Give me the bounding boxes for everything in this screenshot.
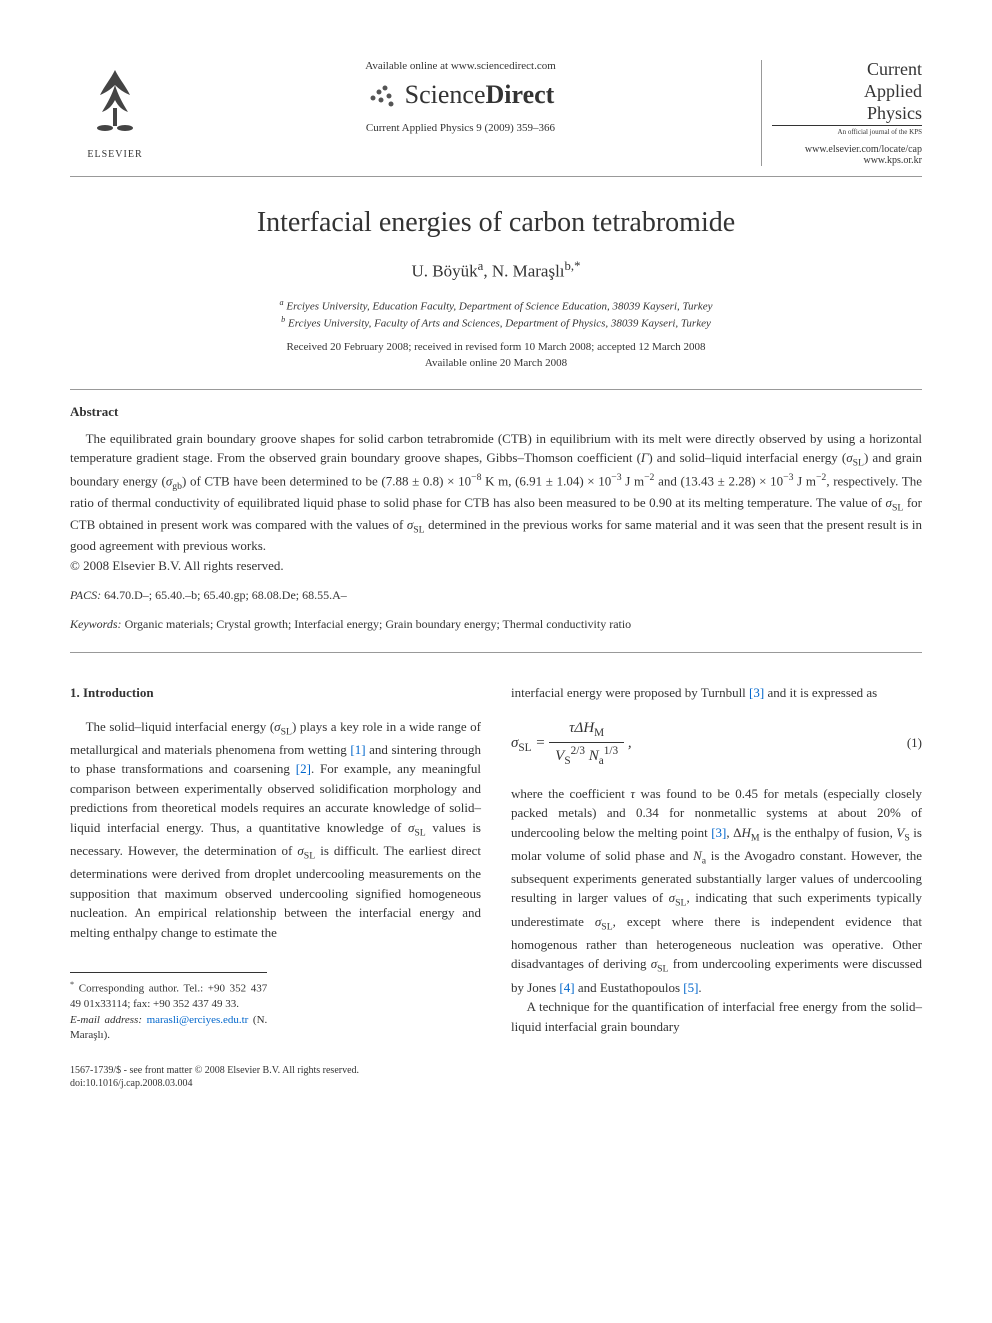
right-col-p1: interfacial energy were proposed by Turn… (511, 683, 922, 703)
journal-links: www.elsevier.com/locate/cap www.kps.or.k… (772, 144, 922, 166)
section-1-heading: 1. Introduction (70, 683, 481, 703)
abstract-body: The equilibrated grain boundary groove s… (70, 430, 922, 556)
keywords-line: Keywords: Organic materials; Crystal gro… (70, 617, 922, 632)
affiliation-a-text: Erciyes University, Education Faculty, D… (286, 301, 712, 313)
pacs-value: 64.70.D–; 65.40.–b; 65.40.gp; 68.08.De; … (104, 588, 347, 602)
ref-link-3b[interactable]: [3] (711, 825, 726, 840)
right-col-p2: where the coefficient τ was found to be … (511, 784, 922, 998)
footer-line-2: doi:10.1016/j.cap.2008.03.004 (70, 1077, 481, 1090)
footnotes-block: * Corresponding author. Tel.: +90 352 43… (70, 972, 267, 1043)
email-address-link[interactable]: marasli@erciyes.edu.tr (147, 1014, 249, 1026)
journal-name-l2: Applied (772, 82, 922, 102)
journal-block: Current Applied Physics An official jour… (761, 60, 922, 166)
rule-block-bottom (70, 652, 922, 653)
dates-line-2: Available online 20 March 2008 (70, 357, 922, 369)
authors-line: U. Böyüka, N. Maraşlıb,* (70, 259, 922, 282)
affiliation-b-text: Erciyes University, Faculty of Arts and … (288, 317, 711, 329)
elsevier-tree-icon (80, 60, 150, 140)
pacs-line: PACS: 64.70.D–; 65.40.–b; 65.40.gp; 68.0… (70, 588, 922, 603)
rule-block-top (70, 389, 922, 390)
footer-meta: 1567-1739/$ - see front matter © 2008 El… (70, 1064, 481, 1090)
ref-link-5[interactable]: [5] (683, 980, 698, 995)
affiliation-a: a Erciyes University, Education Faculty,… (70, 298, 922, 313)
sd-bold: Direct (486, 80, 555, 109)
ref-link-1[interactable]: [1] (350, 742, 365, 757)
equation-1-row: σSL = τΔHM VS2/3 Na1/3 , (1) (511, 717, 922, 770)
sciencedirect-wordmark: ScienceDirect (405, 80, 555, 110)
page: ELSEVIER Available online at www.science… (0, 0, 992, 1130)
corr-text: Corresponding author. Tel.: +90 352 437 … (70, 983, 267, 1010)
header-rule (70, 176, 922, 177)
center-header: Available online at www.sciencedirect.co… (160, 60, 761, 134)
article-title: Interfacial energies of carbon tetrabrom… (70, 207, 922, 239)
rule-thin-2 (70, 652, 922, 653)
journal-link-2[interactable]: www.kps.or.kr (772, 155, 922, 166)
equation-1-number: (1) (907, 733, 922, 753)
elsevier-label: ELSEVIER (70, 149, 160, 160)
ref-link-4[interactable]: [4] (559, 980, 574, 995)
equation-1: σSL = τΔHM VS2/3 Na1/3 , (511, 717, 632, 770)
pacs-label: PACS: (70, 588, 101, 602)
journal-link-1[interactable]: www.elsevier.com/locate/cap (772, 144, 922, 155)
email-footnote: E-mail address: marasli@erciyes.edu.tr (… (70, 1013, 267, 1044)
keywords-value: Organic materials; Crystal growth; Inter… (125, 617, 632, 631)
journal-name-l3: Physics (772, 104, 922, 124)
journal-reference: Current Applied Physics 9 (2009) 359–366 (180, 122, 741, 134)
dates-line-1: Received 20 February 2008; received in r… (70, 341, 922, 353)
header-row: ELSEVIER Available online at www.science… (70, 60, 922, 166)
left-column: 1. Introduction The solid–liquid interfa… (70, 683, 481, 1089)
affiliation-b: b Erciyes University, Faculty of Arts an… (70, 315, 922, 330)
journal-name-l1: Current (772, 60, 922, 80)
keywords-label: Keywords: (70, 617, 122, 631)
corresponding-author-footnote: * Corresponding author. Tel.: +90 352 43… (70, 979, 267, 1012)
email-label: E-mail address: (70, 1014, 142, 1026)
rule-thin-1 (70, 389, 922, 390)
journal-subtitle: An official journal of the KPS (772, 125, 922, 136)
two-column-body: 1. Introduction The solid–liquid interfa… (70, 683, 922, 1089)
sciencedirect-logo: ScienceDirect (180, 80, 741, 110)
footer-line-1: 1567-1739/$ - see front matter © 2008 El… (70, 1064, 481, 1077)
right-col-p3: A technique for the quantification of in… (511, 997, 922, 1036)
ref-link-3[interactable]: [3] (749, 685, 764, 700)
ref-link-2[interactable]: [2] (296, 761, 311, 776)
abstract-copyright: © 2008 Elsevier B.V. All rights reserved… (70, 558, 922, 574)
available-online-line: Available online at www.sciencedirect.co… (180, 60, 741, 72)
sciencedirect-dots-icon (367, 80, 397, 110)
abstract-heading: Abstract (70, 404, 922, 420)
right-column: interfacial energy were proposed by Turn… (511, 683, 922, 1089)
elsevier-logo-block: ELSEVIER (70, 60, 160, 160)
sd-light: Science (405, 80, 486, 109)
left-col-p1: The solid–liquid interfacial energy (σSL… (70, 717, 481, 943)
